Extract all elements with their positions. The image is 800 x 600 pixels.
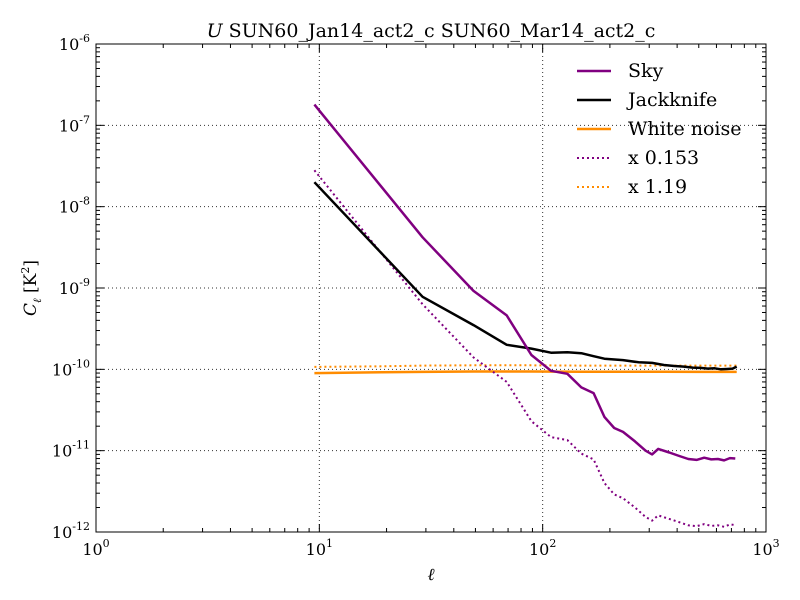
series-line-x-1-19 xyxy=(314,364,737,368)
y-tick-label: 10-8 xyxy=(59,195,90,217)
series-line-sky xyxy=(313,103,736,462)
x-tick-label: 102 xyxy=(529,537,556,559)
series-lines xyxy=(313,103,738,528)
series-line-x-0-153 xyxy=(313,169,736,528)
x-tick-label: 103 xyxy=(752,537,779,559)
x-tick-label: 101 xyxy=(306,537,333,559)
legend-label: Sky xyxy=(628,60,664,82)
x-tick-labels: 100 101 102 103 xyxy=(82,537,779,559)
grid-lines xyxy=(96,44,766,532)
y-axis-label: Cℓ [K2] xyxy=(19,260,44,316)
legend-label: x 1.19 xyxy=(628,176,687,198)
y-tick-labels: 10-12 10-11 10-10 10-9 10-8 10-7 10-6 xyxy=(52,32,90,542)
legend: Sky Jackknife White noise x 0.153 x 1.19 xyxy=(577,60,742,198)
y-tick-label: 10-10 xyxy=(52,357,90,379)
axis-ticks xyxy=(95,43,767,533)
y-tick-label: 10-11 xyxy=(52,439,90,461)
x-tick-label: 100 xyxy=(82,537,109,559)
y-tick-label: 10-7 xyxy=(59,113,90,135)
chart-title: U SUN60_Jan14_act2_c SUN60_Mar14_act2_c xyxy=(207,20,656,42)
legend-label: Jackknife xyxy=(626,89,717,111)
x-axis-label: ℓ xyxy=(427,565,434,585)
y-tick-label: 10-12 xyxy=(52,520,90,542)
legend-label: x 0.153 xyxy=(628,147,699,169)
y-tick-label: 10-6 xyxy=(59,32,90,54)
legend-label: White noise xyxy=(628,118,742,140)
y-tick-label: 10-9 xyxy=(59,276,90,298)
